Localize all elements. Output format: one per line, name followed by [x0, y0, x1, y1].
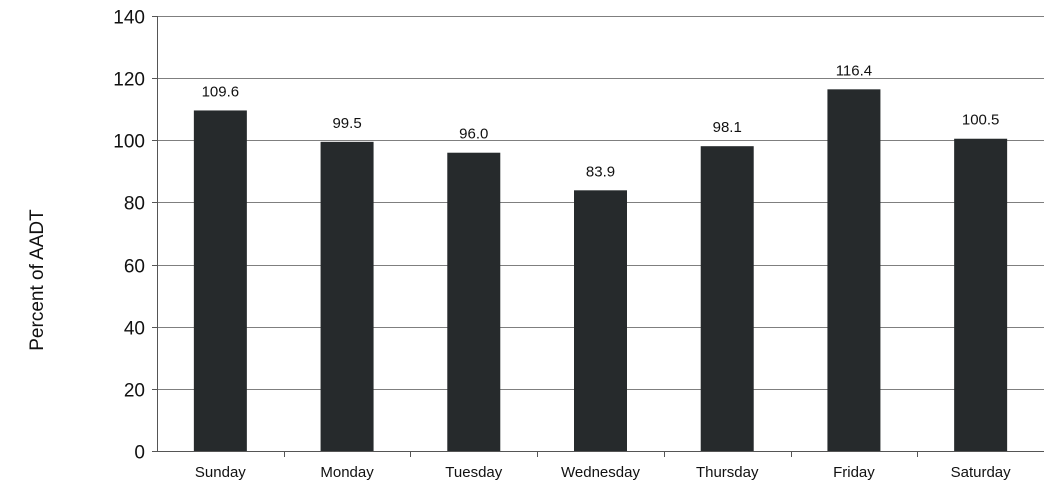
data-label: 100.5 — [962, 112, 1000, 129]
bar-wednesday — [574, 190, 627, 451]
x-tick-label: Wednesday — [561, 464, 640, 481]
bar-tuesday — [447, 152, 501, 451]
x-tick-label: Saturday — [951, 464, 1012, 481]
y-tick-label: 80 — [124, 194, 145, 215]
bar-saturday — [954, 138, 1008, 451]
x-tick-label: Monday — [320, 464, 374, 481]
bar-sunday — [193, 110, 247, 451]
x-tick-labels: Sunday Monday Tuesday Wednesday Thursday Frid… — [195, 464, 1011, 481]
data-label: 99.5 — [332, 115, 361, 132]
data-label: 96.0 — [459, 126, 488, 143]
data-label: 98.1 — [713, 119, 742, 136]
y-tick-label: 40 — [124, 319, 145, 340]
bar-thursday — [700, 146, 754, 452]
y-tick-labels: 0 20 40 60 80 100 120 140 — [113, 8, 145, 464]
y-axis-title: Percent of AADT — [27, 209, 48, 351]
y-tick-label: 140 — [113, 8, 145, 29]
axes — [152, 16, 1044, 457]
data-labels: 109.6 99.5 96.0 83.9 98.1 116.4 100.5 — [202, 62, 1000, 180]
bars — [193, 89, 1008, 452]
y-tick-label: 20 — [124, 381, 145, 402]
y-tick-label: 0 — [134, 443, 145, 464]
x-tick-label: Thursday — [696, 464, 759, 481]
data-label: 83.9 — [586, 163, 615, 180]
data-label: 109.6 — [202, 83, 240, 100]
x-tick-label: Tuesday — [445, 464, 502, 481]
data-label: 116.4 — [836, 62, 872, 79]
y-tick-label: 100 — [113, 132, 145, 153]
y-tick-label: 60 — [124, 257, 145, 278]
bar-friday — [827, 89, 881, 451]
bar-monday — [320, 141, 374, 451]
x-tick-label: Friday — [833, 464, 875, 481]
y-tick-label: 120 — [113, 70, 145, 91]
x-tick-label: Sunday — [195, 464, 246, 481]
